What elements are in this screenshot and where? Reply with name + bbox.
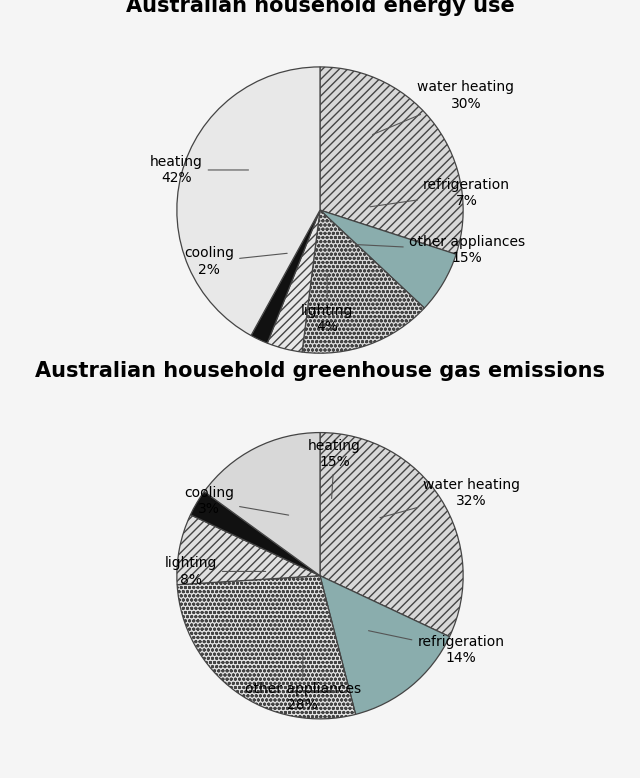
Text: refrigeration
14%: refrigeration 14% [369, 631, 504, 665]
Text: heating
15%: heating 15% [308, 439, 361, 499]
Title: Australian household energy use: Australian household energy use [125, 0, 515, 16]
Wedge shape [320, 576, 449, 714]
Text: cooling
2%: cooling 2% [184, 247, 287, 277]
Wedge shape [204, 433, 320, 576]
Text: refrigeration
7%: refrigeration 7% [370, 178, 510, 208]
Wedge shape [251, 210, 320, 343]
Wedge shape [320, 67, 463, 254]
Wedge shape [302, 210, 424, 353]
Wedge shape [320, 210, 456, 308]
Text: lighting
4%: lighting 4% [301, 275, 353, 334]
Text: other appliances
28%: other appliances 28% [244, 656, 361, 713]
Wedge shape [177, 576, 356, 719]
Title: Australian household greenhouse gas emissions: Australian household greenhouse gas emis… [35, 361, 605, 381]
Wedge shape [177, 515, 320, 585]
Text: other appliances
15%: other appliances 15% [356, 235, 525, 265]
Text: heating
42%: heating 42% [150, 155, 248, 185]
Wedge shape [177, 67, 320, 335]
Text: water heating
30%: water heating 30% [372, 80, 515, 135]
Text: cooling
3%: cooling 3% [184, 486, 289, 517]
Text: lighting
8%: lighting 8% [164, 556, 266, 587]
Wedge shape [320, 433, 463, 636]
Wedge shape [191, 492, 320, 576]
Text: water heating
32%: water heating 32% [380, 478, 520, 517]
Wedge shape [268, 210, 320, 352]
